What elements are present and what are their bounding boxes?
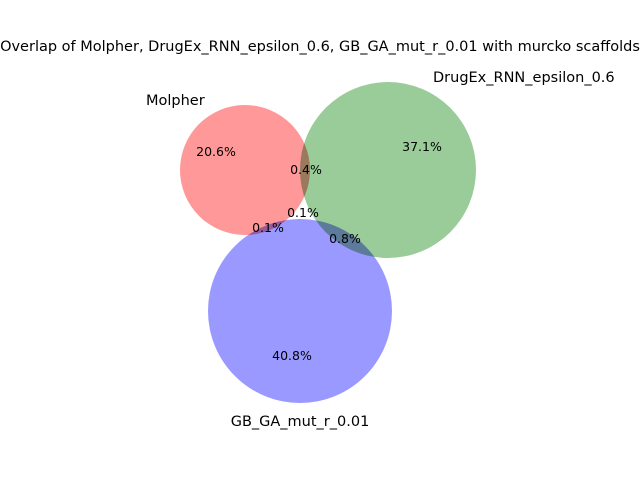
region-label-molpher-and-gb-ga-mut-r-0-01: 0.1% [252, 220, 284, 235]
set-label-drugex-rnn-epsilon-0-6: DrugEx_RNN_epsilon_0.6 [433, 70, 615, 86]
region-label-molpher-and-drugex-rnn-epsilon-0-6: 0.4% [290, 162, 322, 177]
region-label-gb-ga-mut-r-0-01: 40.8% [272, 348, 312, 363]
chart-title: Overlap of Molpher, DrugEx_RNN_epsilon_0… [0, 39, 640, 55]
region-label-drugex-rnn-epsilon-0-6: 37.1% [402, 139, 442, 154]
venn-circle-molpher [180, 105, 310, 235]
venn-circle-drugex-rnn-epsilon-0-6 [300, 82, 476, 258]
region-label-drugex-rnn-epsilon-0-6-and-gb-ga-mut-r-0-01: 0.8% [329, 231, 361, 246]
set-label-molpher: Molpher [146, 93, 205, 109]
set-label-gb-ga-mut-r-0-01: GB_GA_mut_r_0.01 [231, 414, 370, 430]
region-label-molpher-and-drugex-rnn-epsilon-0-6-and-gb-ga-mut-r-0-01: 0.1% [287, 205, 319, 220]
venn-labels: Molpher DrugEx_RNN_epsilon_0.6 GB_GA_mut_r… [146, 70, 615, 430]
region-label-molpher: 20.6% [196, 144, 236, 159]
venn-circle-gb-ga-mut-r-0-01 [208, 219, 392, 403]
venn-circles [180, 82, 476, 403]
